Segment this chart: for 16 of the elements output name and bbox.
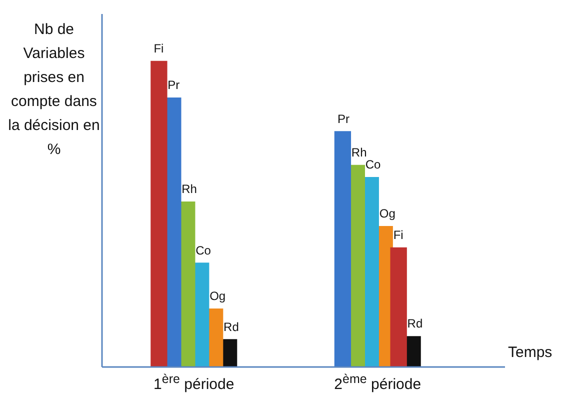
text: Fi: [393, 228, 404, 242]
text: Pr: [337, 112, 350, 126]
x-tick-label: 2$^{ème}$ période: [334, 372, 422, 393]
series-label: Pr: [168, 78, 180, 92]
text: Rh: [351, 145, 367, 160]
series-label: Fi: [154, 41, 164, 56]
text: Co: [365, 158, 381, 172]
series-label: Rd: [224, 320, 239, 334]
series-label: Co: [196, 243, 212, 258]
text: Rd: [407, 316, 423, 331]
text: Og: [379, 206, 396, 221]
series-label: Rh: [182, 182, 197, 196]
x-axis-title: Temps: [508, 344, 552, 361]
series-label: Og: [210, 289, 226, 304]
y-axis-title: Nb de Variables prises en compte dans la décision en %: [7, 20, 101, 160]
x-tick-label: 1$^{ère}$ période: [154, 372, 234, 393]
